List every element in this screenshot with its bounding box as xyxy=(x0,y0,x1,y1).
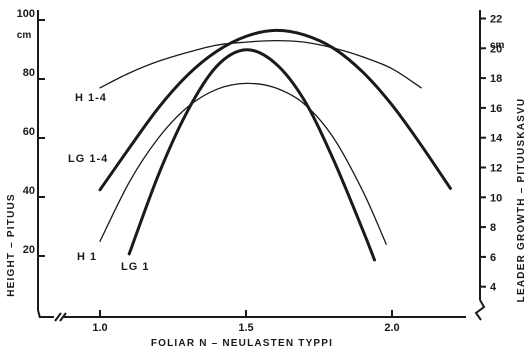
y-right-tick-label: 10 xyxy=(490,192,502,204)
series-line-h-1-4 xyxy=(99,39,422,89)
y-left-unit: cm xyxy=(17,30,32,41)
y-right-axis-title: LEADER GROWTH – PITUUSKASVU xyxy=(516,98,527,303)
y-right-tick-label: 18 xyxy=(490,73,502,85)
series-label-h-1-4: H 1-4 xyxy=(75,92,107,104)
y-axis-right-break xyxy=(474,299,486,321)
series-line-lg-1-4 xyxy=(98,28,452,192)
series-layer xyxy=(98,28,452,262)
y-right-tick-label: 4 xyxy=(490,282,497,294)
y-left-tick-label: 100 xyxy=(17,8,35,20)
series-label-h-1: H 1 xyxy=(77,251,97,263)
series-label-lg-1: LG 1 xyxy=(121,261,149,273)
y-left-tick-label: 40 xyxy=(23,185,35,197)
y-right-tick-label: 12 xyxy=(490,163,502,175)
y-right-unit: cm xyxy=(490,40,505,51)
axes: 20 40 60 80 100 cm HEIGHT – PITUUS 1.0 1.5 2.0 FOL… xyxy=(6,8,527,349)
x-tick-label: 1.0 xyxy=(92,322,107,334)
y-left-axis-title: HEIGHT – PITUUS xyxy=(6,193,17,297)
y-right-tick-label: 8 xyxy=(490,222,496,234)
y-right-tick-label: 20 xyxy=(490,43,502,55)
x-tick-label: 1.5 xyxy=(238,322,253,334)
series-line-h-1 xyxy=(99,82,387,245)
y-right-tick-label: 16 xyxy=(490,103,502,115)
x-tick-label: 2.0 xyxy=(384,322,399,334)
y-axis-left-line xyxy=(37,10,41,319)
y-right-tick-label: 6 xyxy=(490,252,496,264)
x-axis-break-1 xyxy=(54,312,62,322)
x-axis-title: FOLIAR N – NEULASTEN TYPPI xyxy=(151,338,333,349)
labels-layer: H 1-4 LG 1-4 H 1 LG 1 xyxy=(68,92,149,273)
series-label-lg-1-4: LG 1-4 xyxy=(68,153,108,165)
y-right-tick-label: 22 xyxy=(490,14,502,26)
x-axis-break-2 xyxy=(59,312,67,322)
series-line-lg-1 xyxy=(127,48,376,262)
y-left-tick-label: 60 xyxy=(23,126,35,138)
y-left-tick-label: 80 xyxy=(23,67,35,79)
y-left-tick-label: 20 xyxy=(23,244,35,256)
y-right-tick-label: 14 xyxy=(490,133,503,145)
